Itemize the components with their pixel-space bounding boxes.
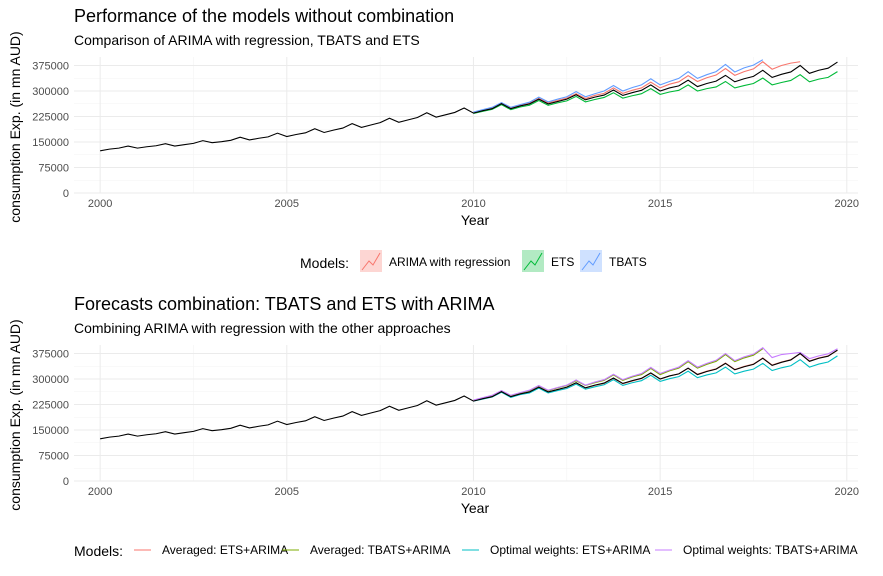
y-tick-label: 150000 bbox=[32, 137, 69, 149]
chart-2-title: Forecasts combination: TBATS and ETS wit… bbox=[74, 294, 495, 314]
y-tick-label: 0 bbox=[63, 476, 69, 488]
legend-label: ETS bbox=[551, 255, 574, 269]
chart-1-legend: ARIMA with regression ETS TBATS bbox=[360, 250, 647, 272]
x-tick-label: 2015 bbox=[648, 198, 672, 210]
chart-1-subtitle: Comparison of ARIMA with regression, TBA… bbox=[74, 32, 420, 48]
legend-label: ARIMA with regression bbox=[389, 255, 510, 269]
chart-2-plot-area: 0 75000 150000 225000 300000 375000 2000 2005 20… bbox=[32, 345, 859, 498]
y-tick-label: 375000 bbox=[32, 349, 69, 361]
x-tick-label: 2005 bbox=[275, 198, 299, 210]
legend-label: Averaged: ETS+ARIMA bbox=[162, 543, 288, 557]
legend-item: Optimal weights: ETS+ARIMA bbox=[462, 543, 650, 557]
actual-series-line bbox=[100, 61, 838, 152]
actual-series-line bbox=[100, 349, 838, 440]
series-line-3 bbox=[473, 346, 838, 401]
legend-label: Averaged: TBATS+ARIMA bbox=[310, 543, 450, 557]
chart-2-legend-title: Models: bbox=[74, 543, 123, 559]
legend-key-line bbox=[523, 252, 543, 271]
legend-item: Averaged: TBATS+ARIMA bbox=[282, 543, 450, 557]
legend-key bbox=[360, 250, 382, 272]
legend-label: Optimal weights: TBATS+ARIMA bbox=[683, 543, 858, 557]
chart-2-x-axis-title: Year bbox=[461, 500, 490, 516]
legend-item: TBATS bbox=[580, 250, 647, 272]
y-tick-label: 75000 bbox=[38, 163, 69, 175]
legend-key-line bbox=[361, 252, 381, 271]
y-tick-label: 375000 bbox=[32, 61, 69, 73]
legend-item: Optimal weights: TBATS+ARIMA bbox=[655, 543, 858, 557]
legend-item: ARIMA with regression bbox=[360, 250, 510, 272]
x-tick-label: 2005 bbox=[275, 486, 299, 498]
series-line-2 bbox=[473, 59, 764, 113]
chart-1-title: Performance of the models without combin… bbox=[74, 6, 454, 26]
series-line-1 bbox=[473, 348, 764, 401]
y-tick-label: 300000 bbox=[32, 86, 69, 98]
series-line-0 bbox=[473, 61, 801, 113]
y-tick-label: 225000 bbox=[32, 400, 69, 412]
x-tick-label: 2010 bbox=[461, 486, 485, 498]
series-line-1 bbox=[473, 71, 838, 114]
chart-1-plot-area: 0 75000 150000 225000 300000 375000 2000 2005 20… bbox=[32, 57, 859, 210]
legend-label: TBATS bbox=[609, 255, 647, 269]
chart-1-y-axis-title: consumption Exp. (in mn AUD) bbox=[7, 31, 23, 222]
legend-label: Optimal weights: ETS+ARIMA bbox=[490, 543, 650, 557]
legend-key bbox=[580, 250, 602, 272]
y-tick-label: 300000 bbox=[32, 374, 69, 386]
y-tick-label: 225000 bbox=[32, 112, 69, 124]
x-tick-label: 2010 bbox=[461, 198, 485, 210]
chart-1-legend-title: Models: bbox=[300, 255, 349, 271]
x-tick-label: 2020 bbox=[835, 198, 859, 210]
legend-key bbox=[522, 250, 544, 272]
x-tick-label: 2020 bbox=[835, 486, 859, 498]
series-line-2 bbox=[473, 355, 838, 402]
x-tick-label: 2000 bbox=[88, 486, 112, 498]
chart-1-x-axis-title: Year bbox=[461, 212, 490, 228]
legend-key-line bbox=[581, 252, 601, 271]
chart-2-legend: Averaged: ETS+ARIMA Averaged: TBATS+ARIMA… bbox=[134, 543, 858, 557]
chart-2-y-axis-title: consumption Exp. (in mn AUD) bbox=[7, 319, 23, 510]
legend-item: ETS bbox=[522, 250, 574, 272]
y-tick-label: 0 bbox=[63, 188, 69, 200]
x-tick-label: 2000 bbox=[88, 198, 112, 210]
y-tick-label: 75000 bbox=[38, 451, 69, 463]
chart-2-subtitle: Combining ARIMA with regression with the… bbox=[74, 320, 451, 336]
y-tick-label: 150000 bbox=[32, 425, 69, 437]
legend-item: Averaged: ETS+ARIMA bbox=[134, 543, 288, 557]
x-tick-label: 2015 bbox=[648, 486, 672, 498]
